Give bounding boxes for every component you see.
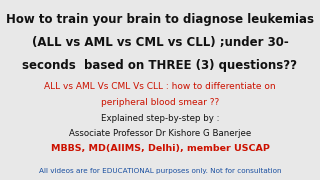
Text: All videos are for EDUCATIONAL purposes only. Not for consultation: All videos are for EDUCATIONAL purposes …	[39, 168, 281, 174]
Text: How to train your brain to diagnose leukemias: How to train your brain to diagnose leuk…	[6, 13, 314, 26]
Text: seconds  based on THREE (3) questions??: seconds based on THREE (3) questions??	[22, 59, 298, 72]
Text: ALL vs AML Vs CML Vs CLL : how to differentiate on: ALL vs AML Vs CML Vs CLL : how to differ…	[44, 82, 276, 91]
Text: (ALL vs AML vs CML vs CLL) ;under 30-: (ALL vs AML vs CML vs CLL) ;under 30-	[32, 36, 288, 49]
Text: Associate Professor Dr Kishore G Banerjee: Associate Professor Dr Kishore G Banerje…	[69, 129, 251, 138]
Text: peripheral blood smear ??: peripheral blood smear ??	[101, 98, 219, 107]
Text: Explained step-by-step by :: Explained step-by-step by :	[101, 114, 219, 123]
Text: MBBS, MD(AIIMS, Delhi), member USCAP: MBBS, MD(AIIMS, Delhi), member USCAP	[51, 144, 269, 153]
